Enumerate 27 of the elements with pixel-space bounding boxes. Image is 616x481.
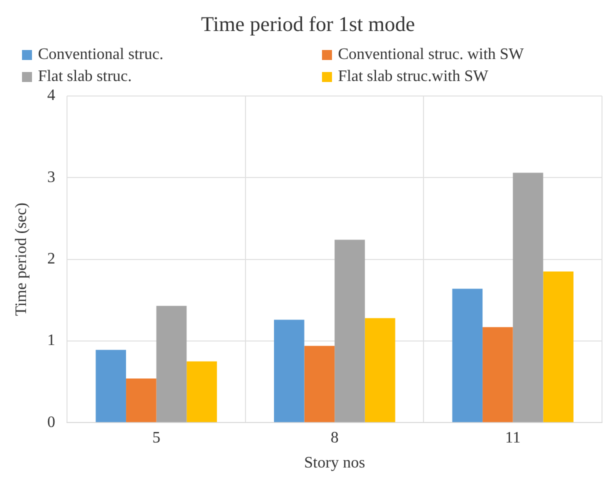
y-tick-label: 1 xyxy=(47,332,56,350)
bar xyxy=(304,346,335,422)
y-tick-label: 2 xyxy=(47,250,56,268)
bar xyxy=(96,350,126,422)
y-tick-label: 0 xyxy=(47,414,56,431)
bar xyxy=(334,240,365,422)
x-tick-label: 5 xyxy=(152,429,160,446)
legend-label: Conventional struc. with SW xyxy=(338,46,524,64)
bar xyxy=(274,320,304,422)
bar xyxy=(512,172,544,422)
x-axis-title: Story nos xyxy=(304,454,366,472)
bar xyxy=(364,318,396,422)
bar xyxy=(543,272,574,422)
bar xyxy=(126,378,156,422)
legend-label: Flat slab struc.with SW xyxy=(338,68,488,86)
bar xyxy=(482,327,513,422)
chart-title: Time period for 1st mode xyxy=(200,12,416,37)
x-tick-label: 8 xyxy=(330,429,339,446)
bar xyxy=(452,288,483,422)
x-tick-label: 11 xyxy=(505,429,521,446)
bar xyxy=(186,361,217,422)
legend-label: Conventional struc. xyxy=(38,46,164,64)
bar xyxy=(156,306,187,422)
y-tick-label: 4 xyxy=(47,87,56,104)
legend-label: Flat slab struc. xyxy=(38,68,132,86)
y-tick-label: 3 xyxy=(47,168,56,186)
y-axis-title: Time period (sec) xyxy=(12,202,30,316)
